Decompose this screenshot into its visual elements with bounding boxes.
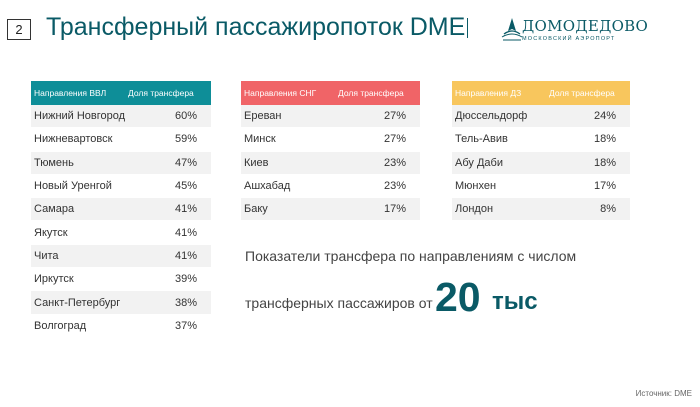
transfer-share-cell: 8%	[546, 197, 630, 222]
table-row: Ашхабад 23%	[241, 174, 420, 199]
transfer-share-cell: 41%	[125, 244, 211, 269]
threshold-number: 20	[435, 274, 481, 320]
logo-subtitle: МОСКОВСКИЙ АЭРОПОРТ	[522, 36, 616, 42]
direction-cell: Ашхабад	[241, 174, 335, 199]
table-row: Нижний Новгород 60%	[31, 105, 211, 129]
column-header-share: Доля трансфера	[546, 81, 630, 105]
threshold-unit: тыс	[492, 288, 538, 315]
logo-wordmark: ДОМОДЕДОВО	[522, 17, 649, 35]
transfer-share-cell: 47%	[125, 151, 211, 175]
transfer-share-cell: 41%	[125, 220, 211, 245]
transfer-share-cell: 38%	[125, 290, 211, 315]
direction-cell: Санкт-Петербург	[31, 290, 125, 315]
transfer-share-cell: 17%	[546, 174, 630, 199]
header-divider	[467, 18, 468, 38]
table-row: Самара 41%	[31, 197, 211, 222]
domodedovo-logo: ДОМОДЕДОВО МОСКОВСКИЙ АЭРОПОРТ	[500, 14, 648, 48]
direction-cell: Самара	[31, 197, 125, 222]
table-row: Якутск 41%	[31, 220, 211, 245]
table-row: Мюнхен 17%	[452, 174, 630, 199]
direction-cell: Ереван	[241, 105, 335, 129]
direction-cell: Мюнхен	[452, 174, 546, 199]
direction-cell: Тель-Авив	[452, 127, 546, 152]
column-header-direction: Направления ДЗ	[452, 81, 546, 105]
transfer-share-cell: 24%	[546, 105, 630, 129]
direction-cell: Лондон	[452, 197, 546, 222]
transfer-share-cell: 59%	[125, 127, 211, 152]
direction-cell: Иркутск	[31, 267, 125, 292]
table-sng: Направления СНГ Доля трансфера Ереван 27%…	[241, 81, 420, 222]
table-row: Нижневартовск 59%	[31, 127, 211, 152]
table-row: Чита 41%	[31, 244, 211, 269]
direction-cell: Чита	[31, 244, 125, 269]
column-header-direction: Направления ВВЛ	[31, 81, 125, 105]
transfer-share-cell: 60%	[125, 105, 211, 129]
direction-cell: Минск	[241, 127, 335, 152]
transfer-share-cell: 17%	[335, 197, 420, 222]
direction-cell: Нижневартовск	[31, 127, 125, 152]
note-line-1: Показатели трансфера по направлениям с ч…	[245, 248, 577, 264]
direction-cell: Новый Уренгой	[31, 174, 125, 199]
direction-cell: Киев	[241, 151, 335, 175]
airport-logo-icon	[501, 18, 523, 41]
transfer-share-cell: 23%	[335, 174, 420, 199]
table-row: Тель-Авив 18%	[452, 127, 630, 152]
transfer-share-cell: 18%	[546, 127, 630, 152]
transfer-share-cell: 41%	[125, 197, 211, 222]
direction-cell: Баку	[241, 197, 335, 222]
column-header-share: Доля трансфера	[335, 81, 420, 105]
transfer-share-cell: 23%	[335, 151, 420, 175]
table-row: Санкт-Петербург 38%	[31, 290, 211, 315]
table-vvl: Направления ВВЛ Доля трансфера Нижний Но…	[31, 81, 211, 338]
direction-cell: Абу Даби	[452, 151, 546, 175]
table-row: Тюмень 47%	[31, 151, 211, 175]
direction-cell: Нижний Новгород	[31, 105, 125, 129]
direction-cell: Тюмень	[31, 151, 125, 175]
transfer-share-cell: 18%	[546, 151, 630, 175]
direction-cell: Якутск	[31, 220, 125, 245]
source-note: Источник: DME	[635, 389, 692, 398]
table-row: Новый Уренгой 45%	[31, 174, 211, 199]
table-row: Минск 27%	[241, 127, 420, 152]
direction-cell: Волгоград	[31, 314, 125, 338]
transfer-share-cell: 27%	[335, 105, 420, 129]
transfer-share-cell: 39%	[125, 267, 211, 292]
transfer-share-cell: 37%	[125, 314, 211, 338]
column-header-direction: Направления СНГ	[241, 81, 335, 105]
transfer-share-cell: 45%	[125, 174, 211, 199]
slide-number: 2	[7, 19, 31, 40]
direction-cell: Дюссельдорф	[452, 105, 546, 129]
column-header-share: Доля трансфера	[125, 81, 211, 105]
page-title: Трансферный пассажиропоток DME	[46, 13, 466, 41]
table-row: Волгоград 37%	[31, 314, 211, 338]
table-row: Дюссельдорф 24%	[452, 105, 630, 129]
table-row: Баку 17%	[241, 197, 420, 222]
table-row: Абу Даби 18%	[452, 151, 630, 175]
table-dz: Направления ДЗ Доля трансфера Дюссельдор…	[452, 81, 630, 222]
note-line-2: трансферных пассажиров от	[245, 295, 433, 311]
table-row: Ереван 27%	[241, 105, 420, 129]
table-row: Киев 23%	[241, 151, 420, 175]
table-row: Иркутск 39%	[31, 267, 211, 292]
table-row: Лондон 8%	[452, 197, 630, 222]
transfer-share-cell: 27%	[335, 127, 420, 152]
